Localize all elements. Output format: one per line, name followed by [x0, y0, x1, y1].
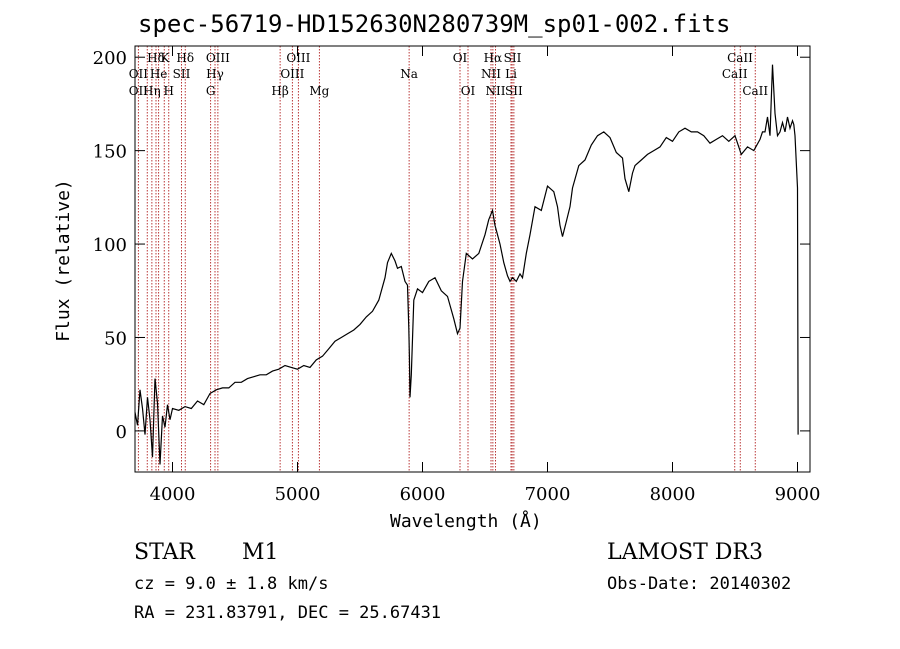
obs-date: Obs-Date: 20140302	[607, 574, 792, 594]
x-axis-label: Wavelength (Å)	[390, 511, 542, 532]
y-tick-label: 50	[104, 328, 127, 349]
spectral-line-label: G	[206, 84, 216, 98]
spectral-line-label: Na	[400, 67, 418, 81]
x-tick-label: 8000	[650, 484, 696, 505]
x-tick-label: 5000	[275, 484, 321, 505]
x-tick-label: 4000	[150, 484, 196, 505]
spectral-line-label: Hδ	[147, 51, 165, 65]
spectral-line-label: Hα	[484, 51, 503, 65]
x-axis: 4000 5000 6000 7000 8000 9000	[150, 46, 821, 505]
spectral-line-label: OI	[453, 51, 468, 65]
y-tick-label: 150	[93, 142, 127, 163]
spectral-line-label: CaII	[742, 84, 768, 98]
spectral-line-label: OI	[461, 84, 476, 98]
y-axis-label: Flux (relative)	[52, 179, 74, 342]
spectral-line-label: OII	[129, 67, 149, 81]
chart-title: spec-56719-HD152630N280739M_sp01-002.fit…	[138, 10, 731, 38]
spectral-line-label: OIII	[280, 67, 304, 81]
spectral-line-label: SII	[504, 51, 522, 65]
spectral-line-label: Hδ	[176, 51, 194, 65]
spectral-line-label: NII	[481, 67, 501, 81]
survey-name: LAMOST DR3	[607, 540, 763, 565]
spectral-line-label: OII	[129, 84, 149, 98]
redshift-text: cz = 9.0 ± 1.8 km/s	[134, 574, 329, 594]
spectral-line-label: K	[161, 51, 171, 65]
coordinates: RA = 231.83791, DEC = 25.67431	[134, 603, 442, 623]
x-tick-label: 9000	[775, 484, 821, 505]
spectral-line-label: Hη	[143, 84, 161, 98]
x-tick-label: 7000	[525, 484, 571, 505]
spectral-line-label: OIII	[206, 51, 230, 65]
spectral-line-label: SII	[505, 84, 523, 98]
line-markers	[137, 46, 756, 472]
x-tick-label: 6000	[400, 484, 446, 505]
y-tick-label: 100	[93, 235, 127, 256]
spectral-line-label: Hβ	[271, 84, 288, 98]
y-axis: 0 50 100 150 200	[93, 48, 810, 443]
spectrum-series-line	[134, 64, 799, 465]
plot-frame	[134, 45, 811, 473]
y-tick-label: 0	[116, 422, 127, 443]
spectral-line-label: Hγ	[206, 67, 224, 81]
spectral-line-label: SII	[173, 67, 191, 81]
spectral-line-label: NII	[486, 84, 506, 98]
spectral-line-label: Mg	[309, 84, 329, 98]
object-class: STAR	[134, 540, 195, 565]
spectral-line-label: CaII	[727, 51, 753, 65]
y-tick-label: 200	[93, 48, 127, 69]
spectral-line-label: OIII	[286, 51, 310, 65]
spectral-line-label: He	[150, 67, 168, 81]
spectral-line-label: H	[164, 84, 174, 98]
spectral-line-label: Li	[505, 67, 517, 81]
spectral-line-label: CaII	[722, 67, 748, 81]
object-subclass: M1	[242, 540, 279, 565]
